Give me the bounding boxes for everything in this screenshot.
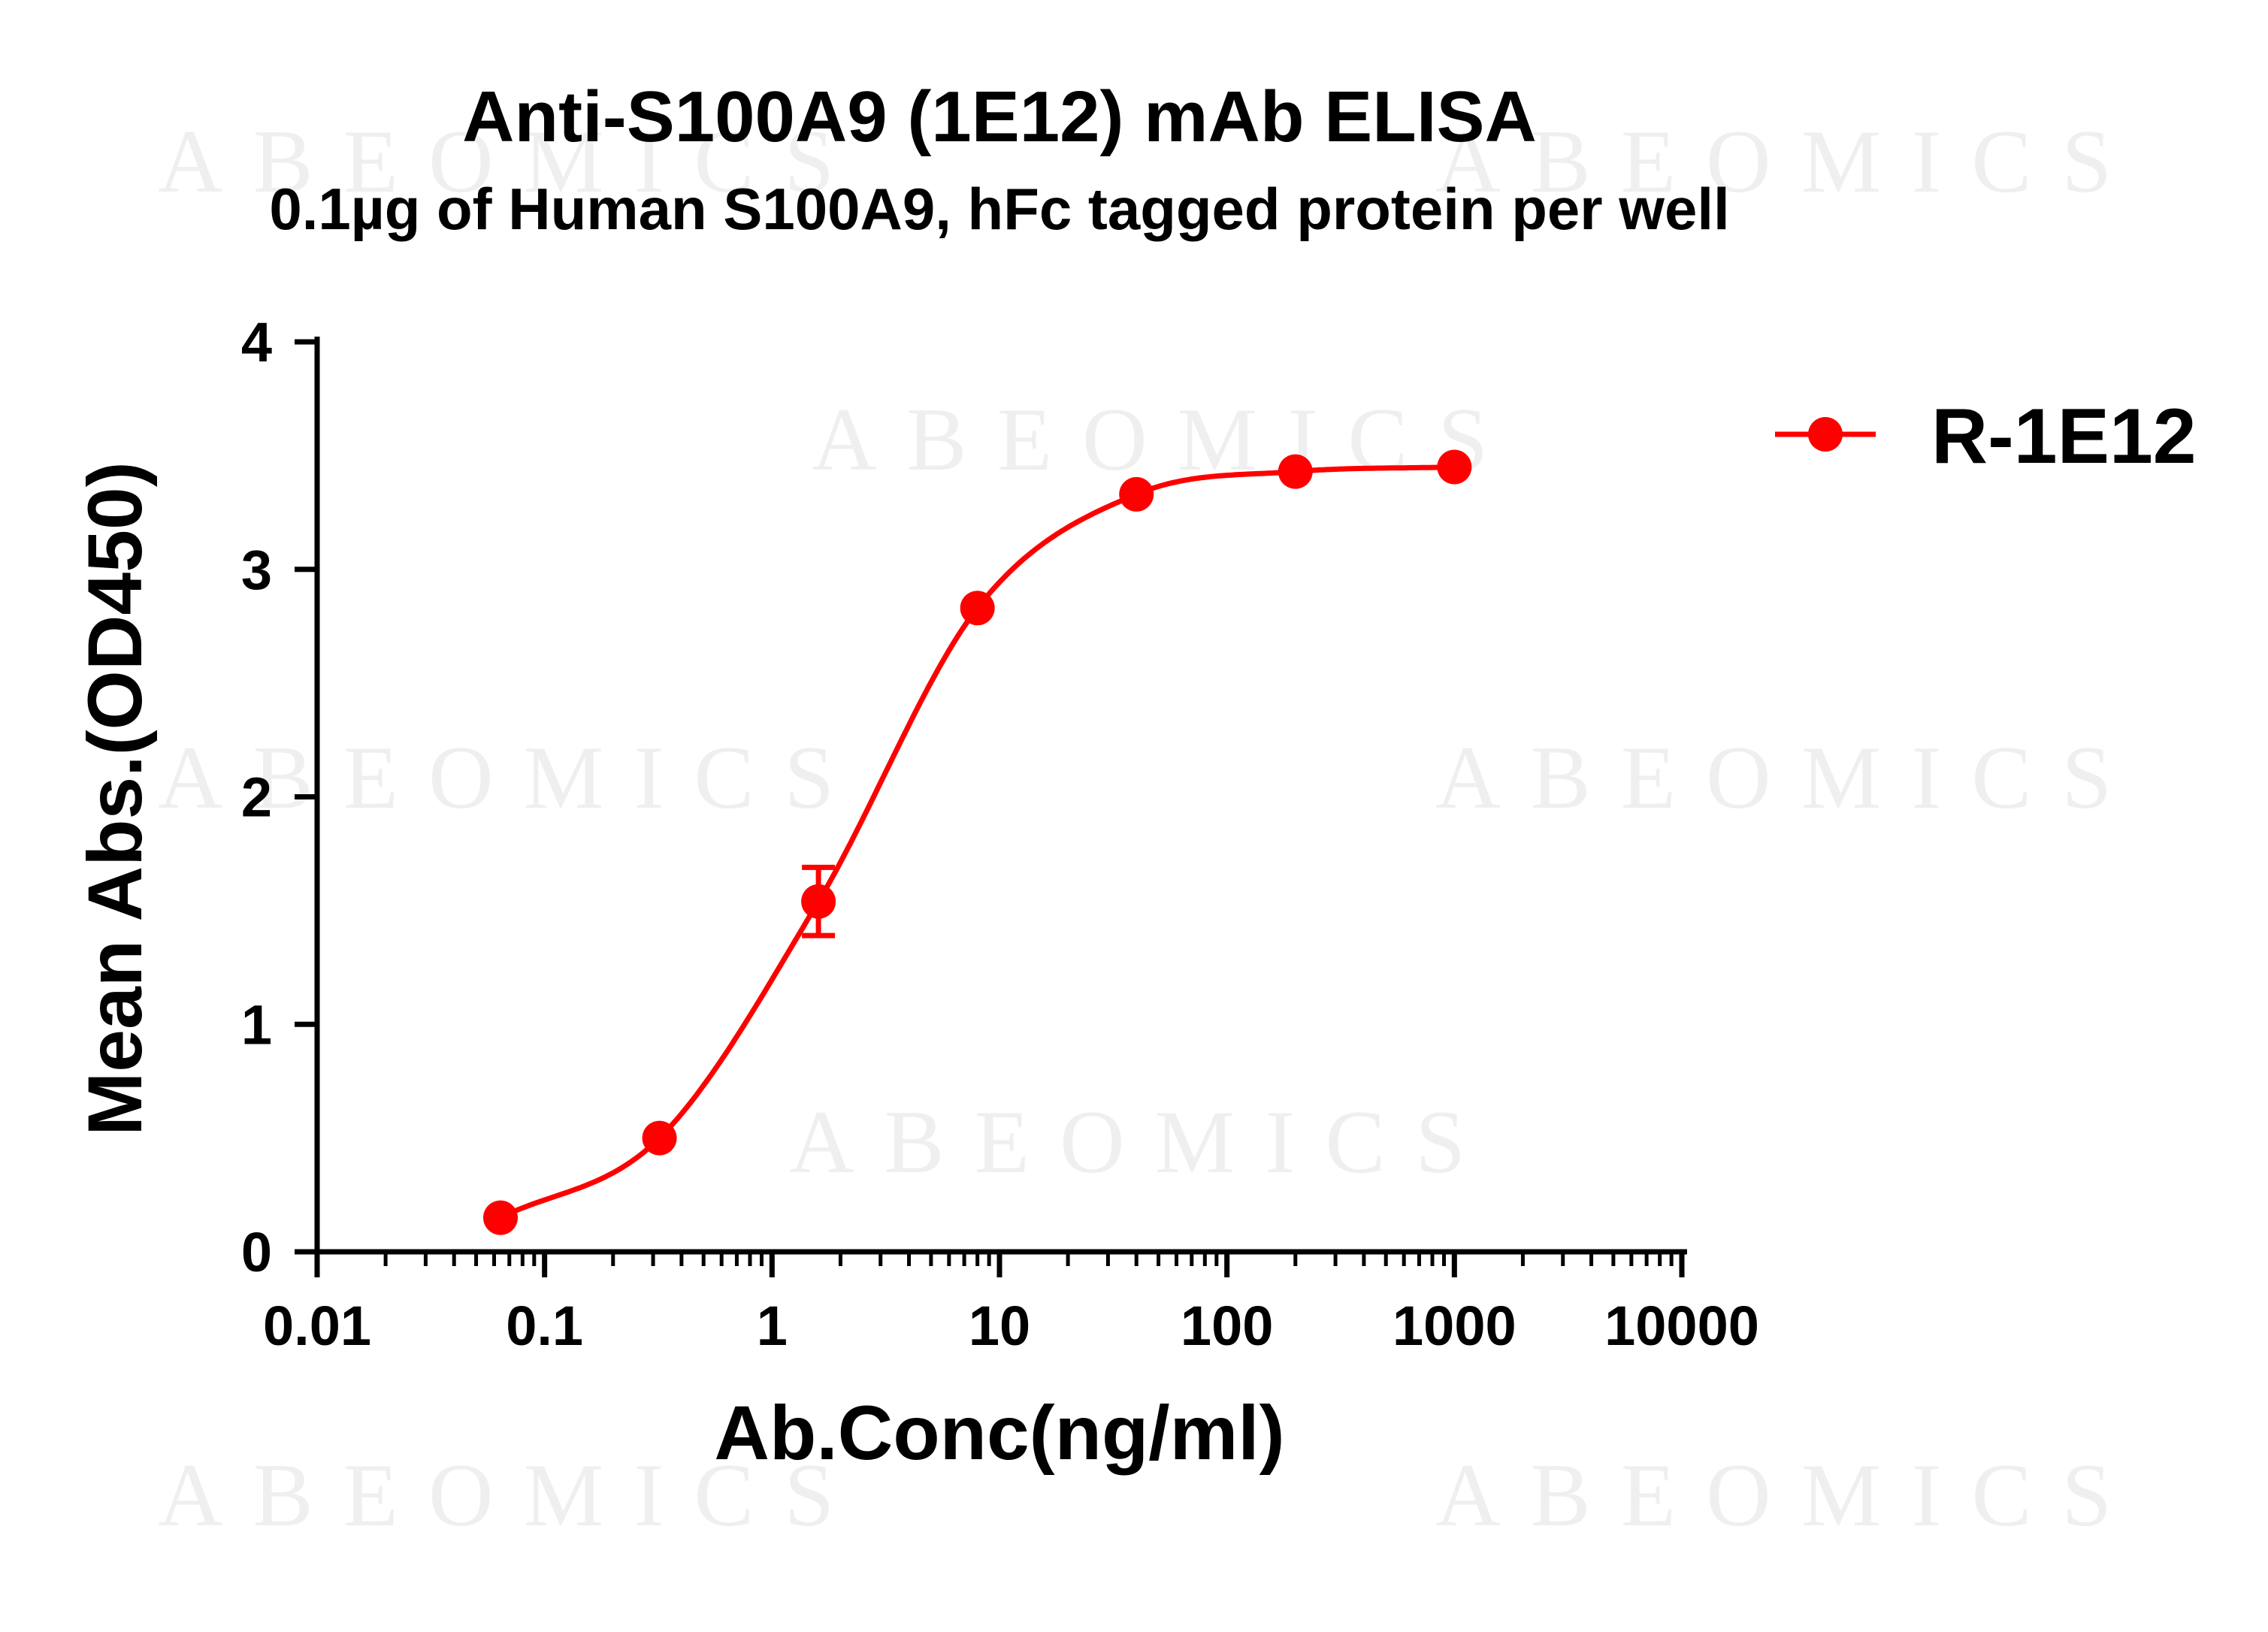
- watermark: ABEOMICS: [158, 727, 864, 827]
- x-axis-label: Ab.Conc(ng/ml): [714, 1390, 1284, 1476]
- watermarks: ABEOMICS ABEOMICS ABEOMICS ABEOMICS ABEO…: [158, 111, 2142, 1545]
- legend-label: R-1E12: [1931, 393, 2197, 480]
- x-ticks: 0.01 0.1 1 10 100 1000 10000: [263, 1252, 1759, 1357]
- data-point: [483, 1200, 519, 1235]
- watermark: ABEOMICS: [1435, 111, 2142, 211]
- data-point: [1278, 454, 1313, 489]
- chart-subtitle: 0.1µg of Human S100A9, hFc tagged protei…: [269, 176, 1729, 242]
- chart-title: Anti-S100A9 (1E12) mAb ELISA: [462, 77, 1537, 157]
- y-axis-label: Mean Abs.(OD450): [72, 461, 158, 1135]
- x-tick-label: 10: [969, 1295, 1030, 1357]
- data-point: [1119, 476, 1154, 512]
- data-point: [801, 884, 836, 919]
- plot-area: [483, 449, 1472, 1235]
- data-point: [642, 1120, 677, 1156]
- data-point: [1437, 449, 1472, 485]
- y-ticks: 0 1 2 3 4: [241, 311, 317, 1283]
- y-tick-label: 0: [241, 1221, 272, 1283]
- x-tick-label: 1: [757, 1295, 788, 1357]
- x-tick-label: 10000: [1604, 1295, 1759, 1357]
- data-point: [960, 591, 995, 626]
- x-tick-label: 100: [1181, 1295, 1273, 1357]
- y-tick-label: 2: [241, 766, 272, 829]
- y-tick-label: 3: [241, 539, 272, 601]
- watermark: ABEOMICS: [158, 111, 864, 211]
- y-tick-label: 4: [241, 311, 272, 373]
- watermark: ABEOMICS: [789, 1092, 1495, 1192]
- y-tick-label: 1: [241, 993, 272, 1056]
- x-tick-label: 0.1: [506, 1295, 583, 1357]
- watermark: ABEOMICS: [1435, 727, 2142, 827]
- watermark: ABEOMICS: [158, 1445, 864, 1545]
- watermark: ABEOMICS: [812, 389, 1518, 489]
- legend-marker: [1808, 417, 1843, 452]
- x-tick-label: 0.01: [263, 1295, 371, 1357]
- watermark: ABEOMICS: [1435, 1445, 2142, 1545]
- x-tick-label: 1000: [1393, 1295, 1517, 1357]
- legend: R-1E12: [1775, 393, 2197, 480]
